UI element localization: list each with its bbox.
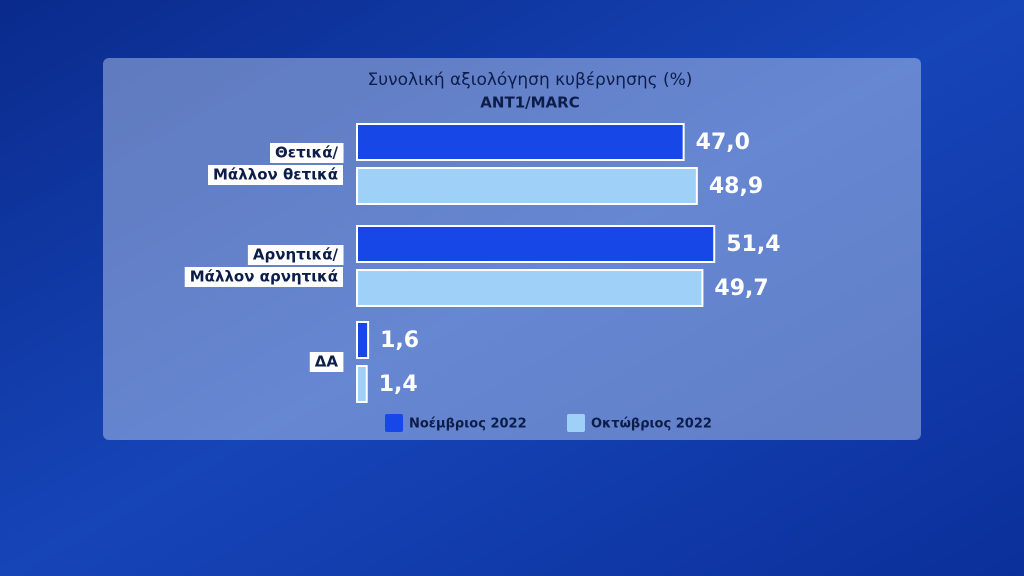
- category-label-box: [208, 165, 343, 185]
- category-label-group: Αρνητικά/Μάλλον αρνητικά: [184, 245, 344, 287]
- bar: [356, 225, 716, 263]
- category-label-box: [247, 245, 344, 265]
- category-label-line: Μάλλον αρνητικά: [190, 268, 338, 286]
- bar: [356, 365, 368, 403]
- category-label-group: ΔΑ: [309, 352, 344, 372]
- category-label-line: Αρνητικά/: [253, 246, 339, 264]
- category-label-group: Θετικά/Μάλλον θετικά: [208, 143, 344, 185]
- category-label-line: ΔΑ: [315, 353, 339, 371]
- value-label: 51,4: [726, 232, 780, 257]
- value-label: 48,9: [709, 174, 763, 199]
- value-label: 1,6: [380, 328, 419, 353]
- legend-label: Οκτώβριος 2022: [591, 417, 712, 432]
- bar: [356, 123, 685, 161]
- bar: [356, 269, 704, 307]
- category-label-box: [270, 143, 344, 163]
- category-label-line: Μάλλον θετικά: [213, 166, 338, 184]
- category-label-box: [184, 267, 343, 287]
- category-label-line: Θετικά/: [275, 144, 338, 162]
- legend-swatch: [385, 414, 403, 432]
- bar: [356, 167, 698, 205]
- value-label: 47,0: [696, 130, 750, 155]
- chart-subtitle: ANT1/MARC: [480, 94, 579, 112]
- value-label: 1,4: [379, 372, 418, 397]
- value-label: 49,7: [714, 276, 768, 301]
- legend-swatch: [567, 414, 585, 432]
- legend-label: Νοέμβριος 2022: [409, 417, 527, 432]
- bar: [356, 321, 370, 359]
- chart-title: Συνολική αξιολόγηση κυβέρνησης (%): [368, 70, 693, 90]
- category-label-box: [309, 352, 344, 372]
